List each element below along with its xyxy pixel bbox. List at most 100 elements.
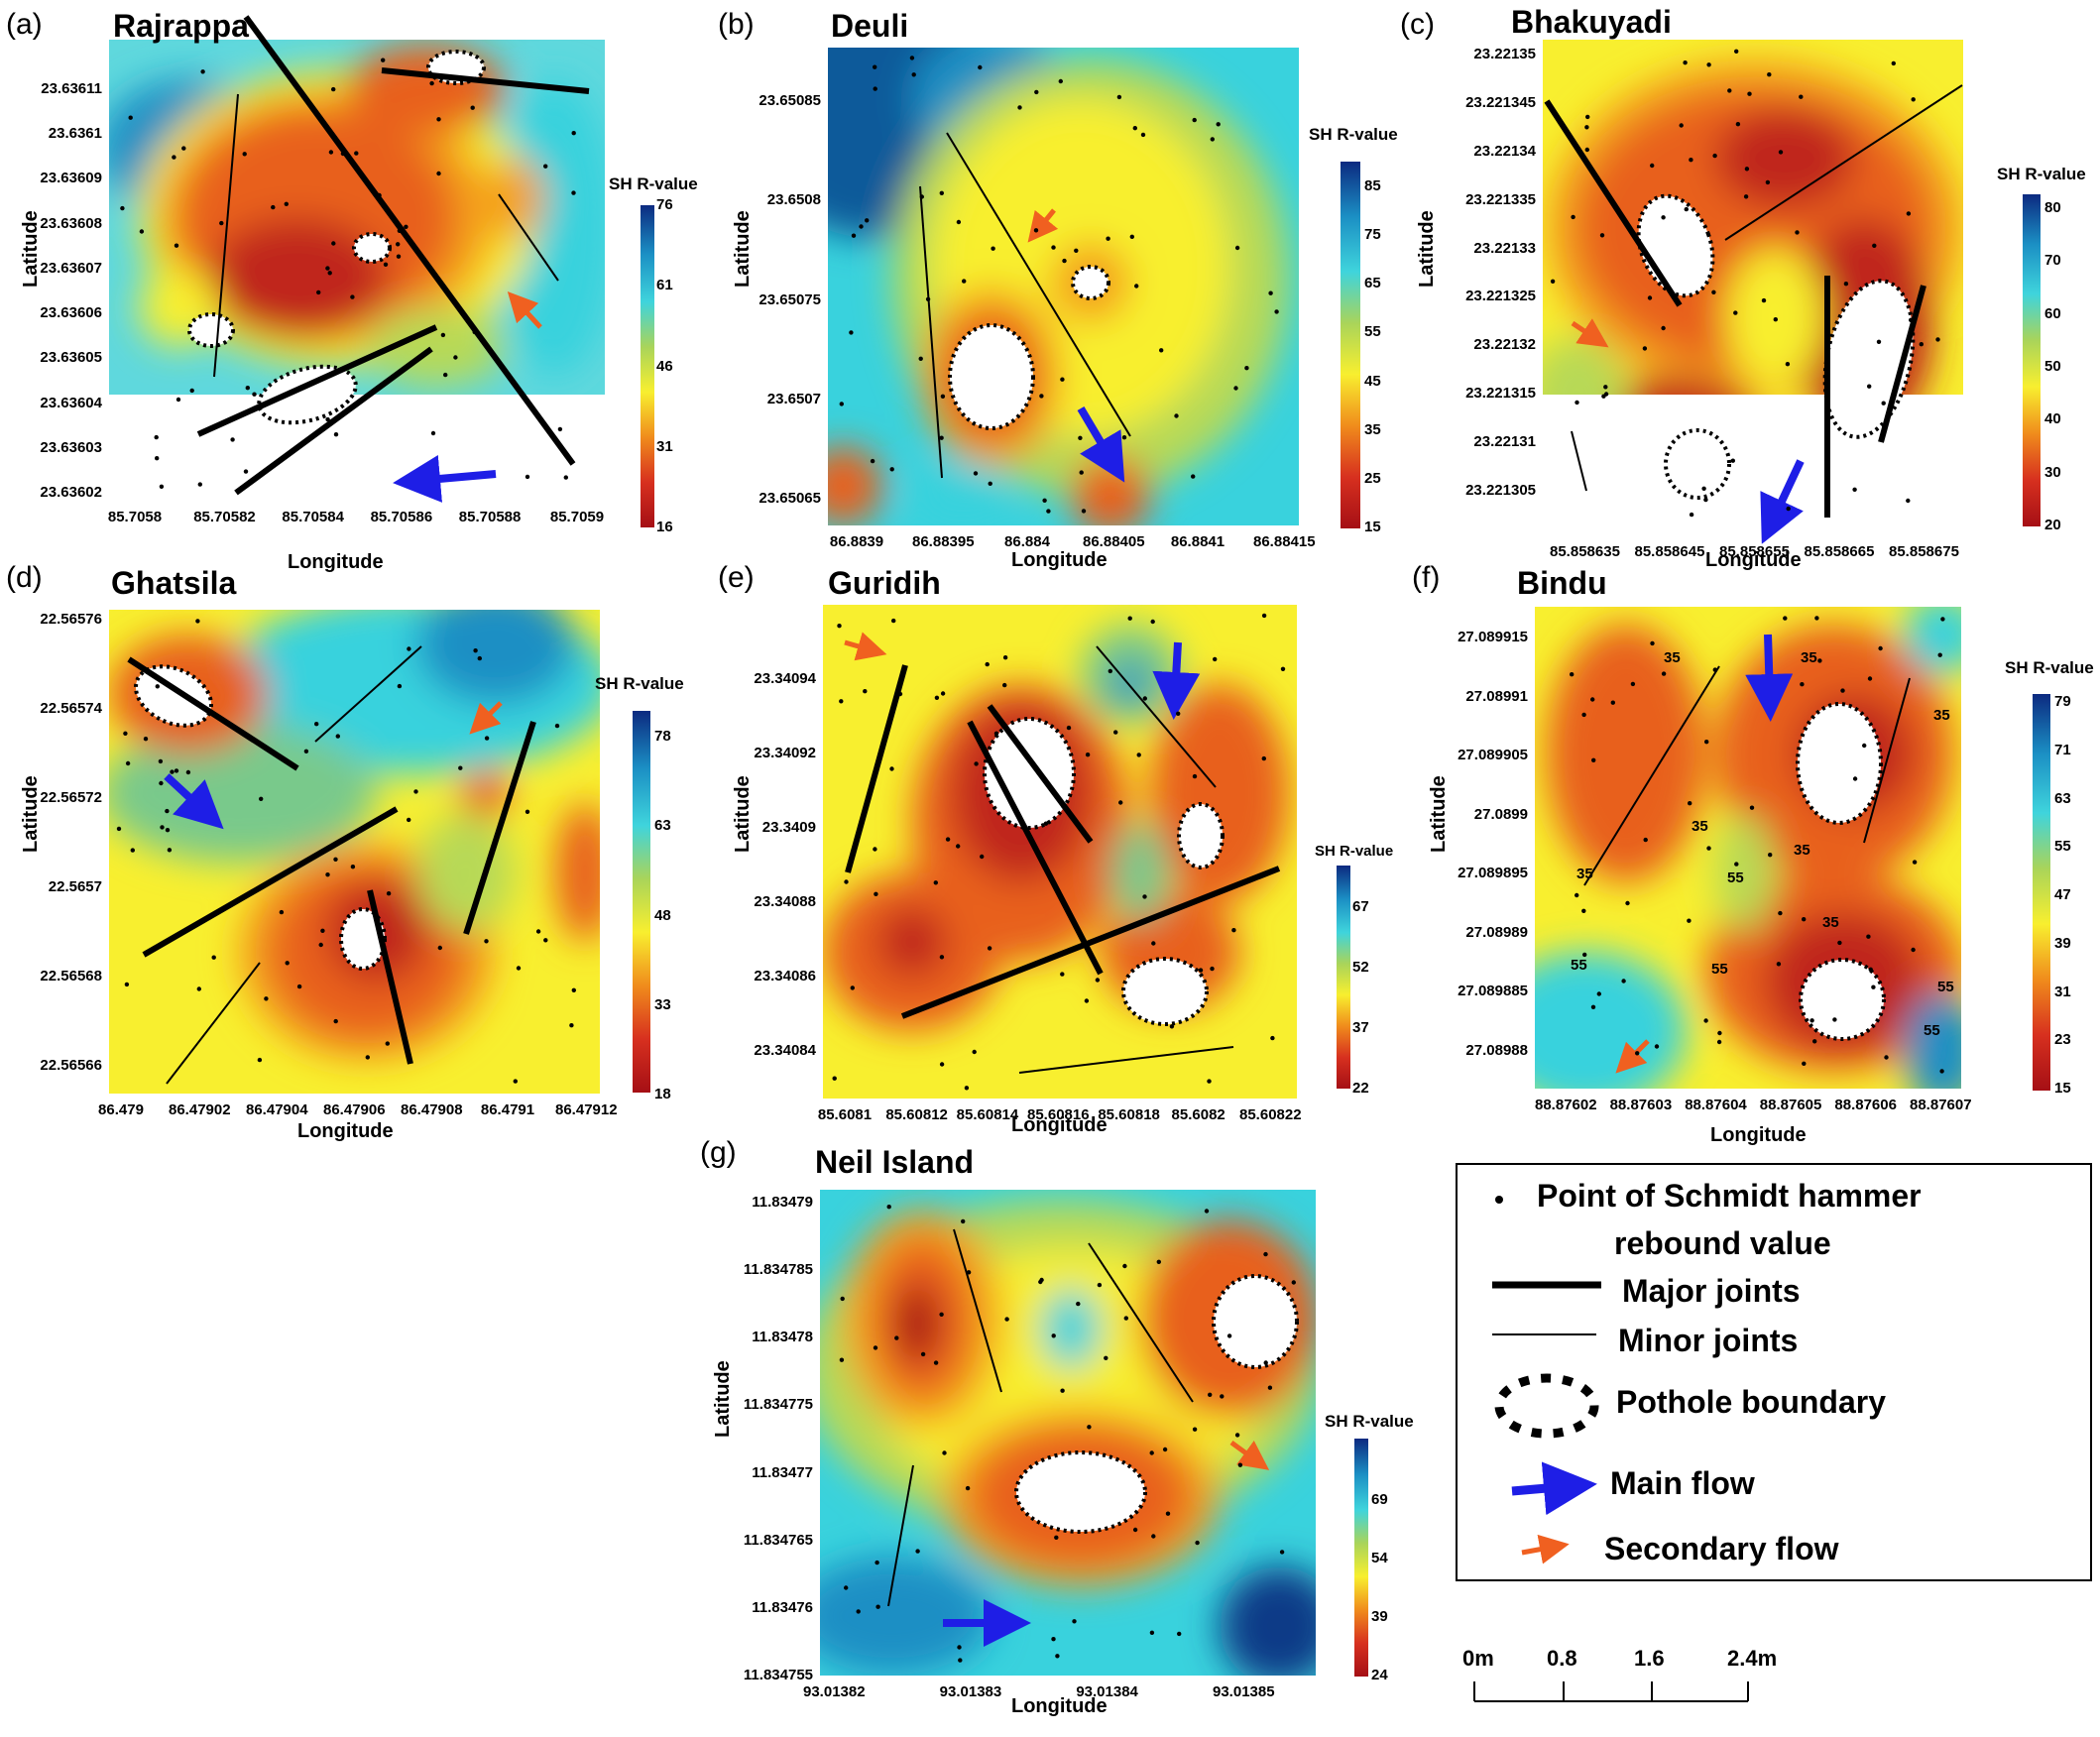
major-joint xyxy=(243,15,576,466)
sample-point xyxy=(1055,1654,1060,1659)
colorbar-tick-label: 39 xyxy=(1371,1608,1388,1625)
sample-point xyxy=(242,152,247,157)
colorbar-tick-label: 63 xyxy=(654,817,671,835)
sample-point xyxy=(331,241,336,246)
sample-point xyxy=(1033,228,1039,233)
sample-point xyxy=(1263,1360,1268,1365)
sample-point xyxy=(1743,194,1749,199)
sample-point xyxy=(1852,776,1858,781)
sample-point xyxy=(1226,1333,1232,1338)
sample-point xyxy=(1060,377,1065,382)
x-tick-label: 86.47912 xyxy=(555,1101,618,1118)
y-tick-label: 27.08989 xyxy=(1465,923,1528,941)
sample-point xyxy=(365,1055,370,1060)
sample-point xyxy=(1852,487,1857,492)
minor-joint xyxy=(166,962,261,1085)
colorbar-tick-label: 30 xyxy=(2044,463,2061,481)
sample-point xyxy=(1216,122,1221,127)
major-joint xyxy=(900,866,1281,1019)
sample-point xyxy=(1603,392,1609,397)
sample-point xyxy=(850,985,855,990)
sample-point xyxy=(535,929,541,934)
colorbar-tick-label: 55 xyxy=(1364,323,1381,341)
y-tick-label: 23.22133 xyxy=(1473,239,1536,257)
sample-point xyxy=(155,684,160,689)
y-tick-label: 23.63604 xyxy=(40,394,102,411)
sample-point xyxy=(386,891,392,896)
secondary-flow-arrow xyxy=(469,701,503,735)
pothole-boundary xyxy=(1071,265,1110,300)
sample-point xyxy=(271,204,276,210)
y-tick-label: 11.83477 xyxy=(752,1463,813,1481)
sample-point xyxy=(1121,435,1127,440)
sample-point xyxy=(1261,613,1267,619)
sample-point xyxy=(296,984,302,989)
colorbar-tick-label: 76 xyxy=(656,196,673,213)
sample-point xyxy=(1603,385,1608,390)
sample-point xyxy=(1688,801,1692,806)
panel-d xyxy=(109,610,600,1094)
sample-point xyxy=(961,1218,966,1224)
sample-point xyxy=(1123,1316,1129,1321)
colorbar-tick-label: 45 xyxy=(1364,372,1381,390)
sample-point xyxy=(1778,910,1783,916)
y-tick-label: 27.08988 xyxy=(1465,1042,1528,1059)
contour-label: 35 xyxy=(1664,649,1681,666)
major-joint xyxy=(127,656,299,771)
scale-tick-2: 1.6 xyxy=(1634,1646,1665,1671)
sample-point xyxy=(1768,853,1773,858)
sample-point xyxy=(1220,1394,1225,1399)
sample-point xyxy=(1881,401,1886,405)
x-tick-label: 86.47908 xyxy=(401,1101,463,1118)
sample-point xyxy=(1270,1035,1275,1041)
sample-point xyxy=(873,1345,878,1350)
main-flow-arrow xyxy=(164,773,224,830)
colorbar-tick-label: 85 xyxy=(1364,177,1381,194)
sample-point xyxy=(1840,688,1845,693)
sample-point xyxy=(962,279,967,284)
colorbar-a xyxy=(641,205,654,527)
sample-point xyxy=(1581,908,1586,913)
major-joint xyxy=(1878,285,1926,443)
colorbar-b xyxy=(1341,162,1360,528)
sample-point xyxy=(318,942,323,948)
sample-point xyxy=(1234,1433,1240,1438)
sample-point xyxy=(1591,757,1596,762)
x-tick-label: 85.858675 xyxy=(1889,543,1959,560)
x-tick-label: 88.87603 xyxy=(1609,1097,1673,1113)
sample-point xyxy=(1919,342,1925,347)
pothole-boundary xyxy=(1177,802,1225,869)
x-tick-label: 86.884 xyxy=(1004,533,1050,550)
panel-d-letter: (d) xyxy=(6,561,43,594)
sample-point xyxy=(1843,282,1849,287)
sample-point xyxy=(436,117,441,122)
colorbar-tick-label: 54 xyxy=(1371,1550,1388,1566)
sample-point xyxy=(1832,1017,1837,1022)
y-tick-label: 23.63603 xyxy=(40,438,102,456)
sample-point xyxy=(945,837,951,842)
sample-point xyxy=(891,618,896,624)
sample-point xyxy=(1108,668,1113,674)
minor-joint xyxy=(1571,430,1587,492)
sample-point xyxy=(1939,1069,1944,1074)
x-tick-label: 85.70582 xyxy=(193,509,256,525)
sample-point xyxy=(1866,934,1871,939)
sample-point xyxy=(1274,309,1279,314)
sample-point xyxy=(1683,60,1688,65)
sample-point xyxy=(124,982,130,987)
colorbar-tick-label: 24 xyxy=(1371,1667,1388,1683)
sample-point xyxy=(1935,337,1940,342)
sample-point xyxy=(933,1360,939,1365)
sample-point xyxy=(139,229,145,234)
x-tick-label: 85.858665 xyxy=(1804,543,1875,560)
sample-point xyxy=(525,809,530,814)
sample-point xyxy=(1046,509,1051,514)
sample-point xyxy=(477,655,482,661)
sample-point xyxy=(1127,616,1132,621)
y-tick-label: 22.56576 xyxy=(40,611,102,628)
sample-point xyxy=(972,1049,977,1055)
sample-point xyxy=(956,219,962,225)
sample-point xyxy=(1051,1333,1056,1338)
sample-point xyxy=(1749,805,1755,810)
